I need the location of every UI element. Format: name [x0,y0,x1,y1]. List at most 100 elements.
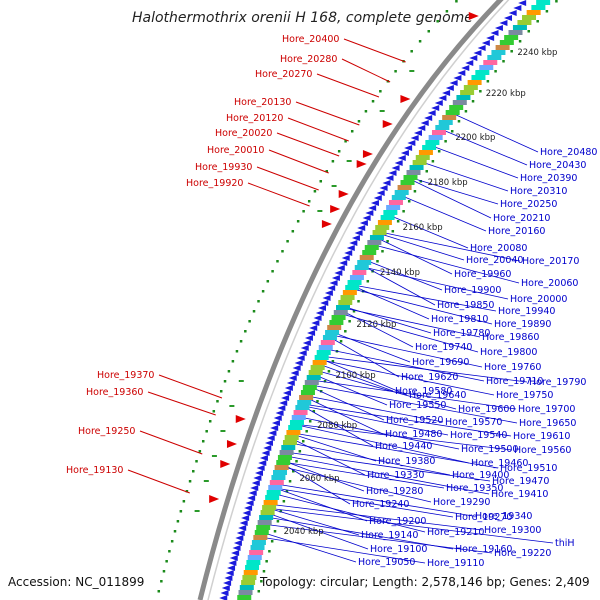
right-gene-label: Hore_19550 [389,400,446,411]
map-title: Halothermothrix orenii H 168, complete g… [132,10,473,26]
feature-block [286,430,301,435]
right-gene-label: Hore_20390 [520,173,577,184]
kbp-tick-label: 2160 kbp [403,223,443,233]
reverse-gene-arrow [322,295,331,301]
leader-line [272,517,454,550]
kbp-tick-label: 2080 kbp [317,421,357,431]
feature-block [377,220,392,225]
gc-dot [248,320,251,323]
reverse-gene-arrow [259,455,268,461]
reverse-gene-arrow [407,140,416,146]
kbp-tick-label: 2100 kbp [336,371,376,381]
leader-line [268,149,329,174]
feature-block [517,20,532,25]
feature-block [266,490,281,495]
reverse-gene-arrow [336,265,345,271]
reverse-gene-arrow [294,360,303,366]
feature-block [274,465,289,470]
reverse-gene-arrow [318,305,327,311]
reverse-gene-arrow [309,325,318,331]
feature-block [445,110,460,115]
feature-block [400,180,415,185]
right-gene-label: Hore_19760 [484,362,541,373]
gc-dot [386,240,389,243]
reverse-gene-arrow [247,495,256,501]
gc-dot [261,290,265,293]
forward-gene-arrow [356,160,367,168]
reverse-gene-arrow [304,335,313,341]
feature-block [531,5,546,10]
right-gene-label: Hore_20160 [488,226,545,237]
gc-dot [344,140,347,143]
leader-line [378,245,520,284]
feature-block [456,95,471,100]
forward-gene-block [379,110,385,112]
leader-line [301,425,470,464]
feature-block [239,585,254,590]
right-gene-label: Hore_19140 [361,530,418,541]
reverse-gene-arrow [477,45,486,51]
reverse-gene-arrow [453,75,462,81]
right-gene-label: Hore_19460 [471,458,528,469]
gc-dot [302,210,305,213]
left-gene-label: Hore_19930 [195,162,252,173]
feature-block [246,560,261,565]
feature-block [418,150,433,155]
feature-block [291,415,306,420]
right-gene-label: Hore_19710 [486,376,543,387]
feature-block [428,135,443,140]
feature-block [372,230,387,235]
feature-block [271,475,286,480]
gc-dot [337,150,341,153]
feature-block [406,170,421,175]
forward-gene-arrow [382,120,393,128]
right-gene-label: Hore_19300 [484,525,541,536]
right-gene-label: Hore_19790 [529,377,586,388]
right-gene-label: Hore_19860 [482,332,539,343]
feature-block [238,590,253,595]
feature-block [257,520,272,525]
reverse-gene-arrow [281,395,290,401]
kbp-tick-label: 2040 kbp [284,527,324,537]
leader-line [348,308,481,338]
feature-block [293,410,308,415]
right-gene-label: Hore_19100 [370,544,427,555]
right-gene-label: Hore_19780 [433,328,490,339]
gc-dot [295,460,298,463]
topology-label: Topology: circular; Length: 2,578,146 bp… [260,575,590,589]
right-gene-label: Hore_19400 [452,470,509,481]
feature-block [359,255,374,260]
reverse-gene-arrow [227,565,236,571]
reverse-gene-arrow [382,180,391,186]
reverse-gene-arrow [315,310,324,316]
right-gene-label: Hore_19570 [445,417,502,428]
feature-block [449,105,464,110]
feature-block [409,165,424,170]
feature-block [460,90,475,95]
gc-dot [288,480,292,483]
right-gene-label: Hore_19440 [375,441,432,452]
leader-line [282,484,474,517]
reverse-gene-arrow [290,370,299,376]
feature-block [431,130,446,135]
gc-dot [352,310,356,313]
leader-line [308,406,449,436]
feature-block [304,380,319,385]
reverse-gene-arrow [232,545,241,551]
reverse-gene-arrow [284,385,293,391]
feature-block [289,420,304,425]
gc-dot [260,580,263,583]
genome-backbone-inner [207,0,510,600]
right-gene-label: Hore_19560 [514,445,571,456]
leader-line [383,234,465,261]
leader-line [276,504,483,531]
right-gene-label: Hore_19280 [366,486,423,497]
left-gene-label: Hore_20120 [226,113,283,124]
left-gene-labels: Hore_20400 Hore_20280 Hore_20270 Hore_20130… [66,34,339,476]
kbp-tick-label: 2120 kbp [356,320,396,330]
leader-line [330,349,485,382]
gc-dot [418,40,422,43]
gc-dot [216,400,219,403]
right-gene-label: Hore_19050 [358,557,415,568]
